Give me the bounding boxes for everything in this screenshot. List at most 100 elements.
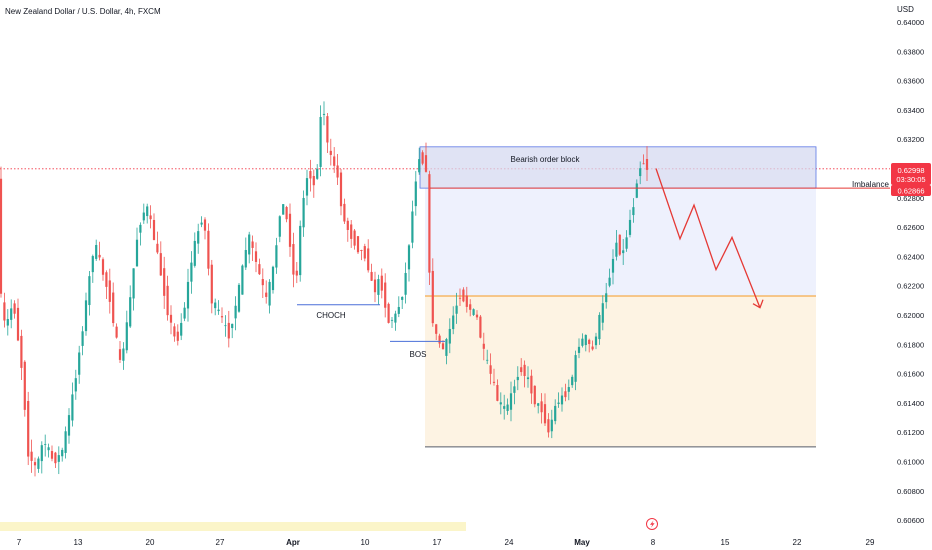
- y-tick-label: 0.62400: [897, 252, 924, 261]
- candle-body: [91, 256, 94, 273]
- x-tick-label: 8: [651, 538, 656, 547]
- candle-body: [530, 375, 533, 394]
- candle-body: [237, 284, 241, 312]
- candle-body: [16, 307, 20, 341]
- candle-body: [509, 393, 513, 410]
- candle-body: [3, 302, 6, 321]
- candle-body: [125, 322, 128, 351]
- event-bar: [0, 522, 466, 531]
- candle-body: [608, 277, 611, 286]
- candle-body: [584, 334, 587, 346]
- candle-body: [316, 168, 319, 179]
- candle-body: [6, 318, 9, 326]
- candle-body: [533, 385, 536, 405]
- candle-body: [292, 244, 295, 275]
- candle-body: [101, 259, 105, 275]
- candle-body: [176, 331, 179, 341]
- candle-body: [13, 303, 16, 314]
- candle-body: [577, 346, 581, 353]
- candle-body: [431, 270, 434, 324]
- candle-body: [472, 309, 475, 315]
- candle-body: [615, 242, 618, 257]
- candle-body: [288, 213, 292, 247]
- candle-body: [118, 349, 122, 360]
- candle-body: [78, 352, 81, 375]
- candle-body: [156, 243, 159, 253]
- candle-body: [305, 178, 309, 196]
- candle-body: [275, 245, 278, 268]
- candle-body: [455, 305, 458, 314]
- candle-body: [108, 280, 111, 302]
- candle-body: [61, 449, 64, 457]
- candle-body: [479, 316, 482, 338]
- candle-body: [503, 406, 506, 409]
- candle-body: [475, 314, 479, 318]
- candle-body: [482, 343, 485, 349]
- choch-label: CHOCH: [316, 311, 346, 320]
- candle-body: [394, 313, 397, 323]
- candle-body: [210, 264, 213, 304]
- x-tick-label: 15: [721, 538, 730, 547]
- candle-body: [367, 248, 370, 271]
- y-tick-label: 0.62600: [897, 223, 924, 232]
- lightning-icon[interactable]: [646, 518, 658, 530]
- candle-body: [122, 348, 125, 361]
- candle-body: [248, 234, 251, 255]
- candle-body: [23, 361, 26, 410]
- candle-body: [489, 365, 492, 374]
- candle-body: [496, 385, 499, 401]
- candle-body: [200, 222, 203, 225]
- candle-body: [591, 346, 594, 350]
- candle-body: [244, 249, 247, 268]
- candle-body: [71, 394, 74, 421]
- candle-body: [540, 401, 543, 413]
- candle-body: [598, 314, 601, 340]
- candle-body: [132, 268, 135, 299]
- y-tick-label: 0.61000: [897, 458, 924, 467]
- candle-body: [411, 211, 414, 243]
- candle-body: [523, 364, 526, 377]
- candle-body: [407, 245, 411, 270]
- candle-body: [268, 281, 271, 306]
- candle-body: [601, 303, 604, 323]
- candle-body: [346, 220, 349, 230]
- candle-body: [438, 335, 441, 344]
- candle-body: [54, 452, 57, 464]
- candle-body: [588, 339, 591, 345]
- candle-body: [543, 404, 547, 424]
- candle-body: [526, 377, 530, 380]
- candle-body: [404, 272, 407, 295]
- candle-body: [339, 172, 343, 207]
- y-tick-label: 0.61800: [897, 340, 924, 349]
- candle-body: [611, 258, 615, 273]
- candle-body: [499, 402, 502, 405]
- candle-body: [506, 404, 509, 411]
- candle-body: [390, 319, 394, 321]
- candle-body: [20, 335, 23, 368]
- candle-body: [312, 175, 315, 186]
- candle-body: [169, 314, 173, 323]
- candle-body: [40, 445, 43, 462]
- candle-body: [377, 279, 380, 295]
- orange-zone: [425, 295, 816, 447]
- candle-body: [224, 325, 227, 327]
- candle-body: [254, 251, 258, 262]
- candle-body: [135, 239, 139, 267]
- candle-body: [465, 295, 468, 307]
- candle-body: [197, 231, 200, 244]
- candle-body: [217, 309, 220, 312]
- order-block-label: Bearish order block: [511, 155, 581, 164]
- y-tick-label: 0.63800: [897, 47, 924, 56]
- candle-body: [142, 212, 145, 221]
- currency-label: USD: [897, 5, 914, 14]
- x-tick-label: 20: [146, 538, 155, 547]
- candle-body: [567, 387, 570, 392]
- candle-body: [326, 116, 329, 143]
- candle-body: [384, 282, 387, 308]
- candle-body: [227, 322, 230, 339]
- candle-body: [486, 359, 489, 361]
- candle-body: [581, 338, 584, 346]
- x-tick-label: 10: [361, 538, 370, 547]
